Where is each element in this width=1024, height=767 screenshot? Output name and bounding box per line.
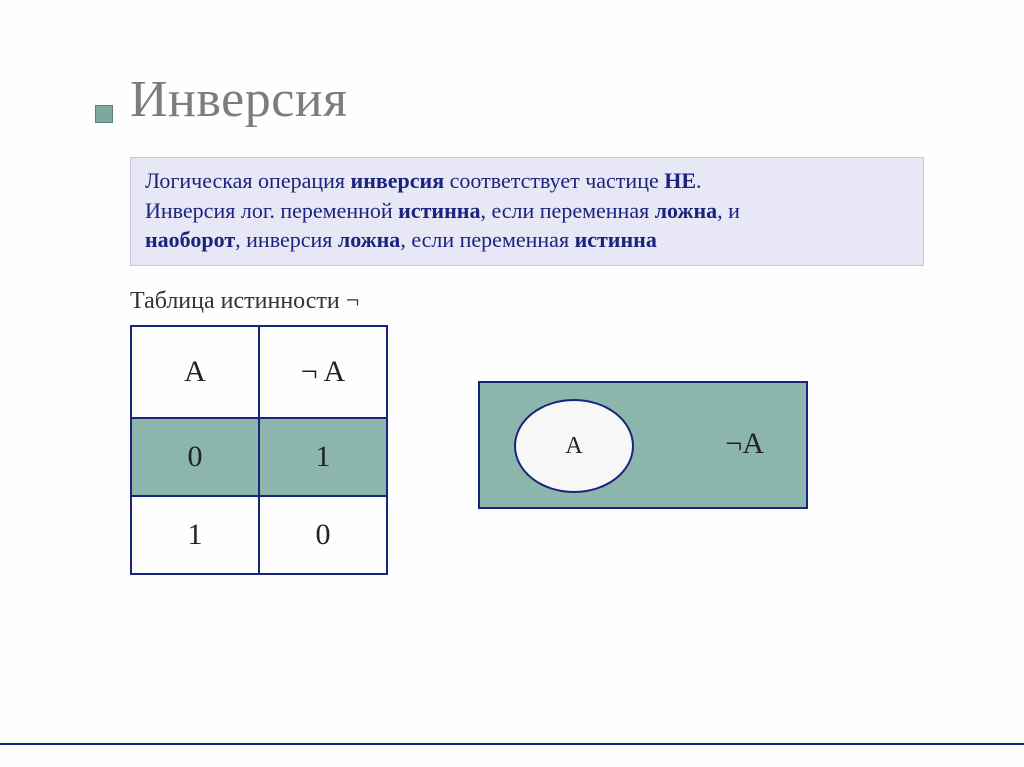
desc-inversion-word: инверсия xyxy=(351,168,445,193)
table-header-row: A ¬ A xyxy=(131,326,387,418)
table-row: 1 0 xyxy=(131,496,387,574)
description-line-3: наоборот, инверсия ложна, если переменна… xyxy=(145,225,909,255)
table-row: 0 1 xyxy=(131,418,387,496)
desc-suffix1: . xyxy=(696,168,702,193)
table-header-notA: ¬ A xyxy=(259,326,387,418)
desc-l3c: , если переменная xyxy=(400,227,574,252)
desc-l3b: , инверсия xyxy=(235,227,338,252)
content-row: A ¬ A 0 1 1 0 А ¬А xyxy=(130,321,924,575)
desc-true2: истинна xyxy=(575,227,657,252)
table-cell: 1 xyxy=(131,496,259,574)
slide-title: Инверсия xyxy=(130,70,924,129)
desc-l2a: Инверсия лог. переменной xyxy=(145,198,398,223)
description-line-2: Инверсия лог. переменной истинна, если п… xyxy=(145,196,909,226)
table-cell: 1 xyxy=(259,418,387,496)
desc-mid1: соответствует частице xyxy=(444,168,664,193)
desc-false1: ложна xyxy=(655,198,717,223)
description-line-1: Логическая операция инверсия соответству… xyxy=(145,166,909,196)
desc-l3a: наоборот xyxy=(145,227,235,252)
desc-l2c: , и xyxy=(717,198,740,223)
title-bullet-icon xyxy=(95,105,113,123)
desc-l2b: , если переменная xyxy=(480,198,654,223)
venn-diagram: А ¬А xyxy=(478,381,808,509)
table-caption: Таблица истинности ¬ xyxy=(130,288,924,315)
description-box: Логическая операция инверсия соответству… xyxy=(130,157,924,266)
desc-ne-word: НЕ xyxy=(664,168,696,193)
table-header-A: A xyxy=(131,326,259,418)
desc-false2: ложна xyxy=(338,227,400,252)
desc-prefix1: Логическая операция xyxy=(145,168,351,193)
desc-true1: истинна xyxy=(398,198,480,223)
table-cell: 0 xyxy=(131,418,259,496)
truth-table: A ¬ A 0 1 1 0 xyxy=(130,325,388,575)
venn-label-notA: ¬А xyxy=(725,427,764,461)
venn-set-A: А xyxy=(514,399,634,493)
venn-label-A: А xyxy=(565,433,582,460)
table-cell: 0 xyxy=(259,496,387,574)
footer-divider xyxy=(0,743,1024,745)
slide: Инверсия Логическая операция инверсия со… xyxy=(0,0,1024,767)
